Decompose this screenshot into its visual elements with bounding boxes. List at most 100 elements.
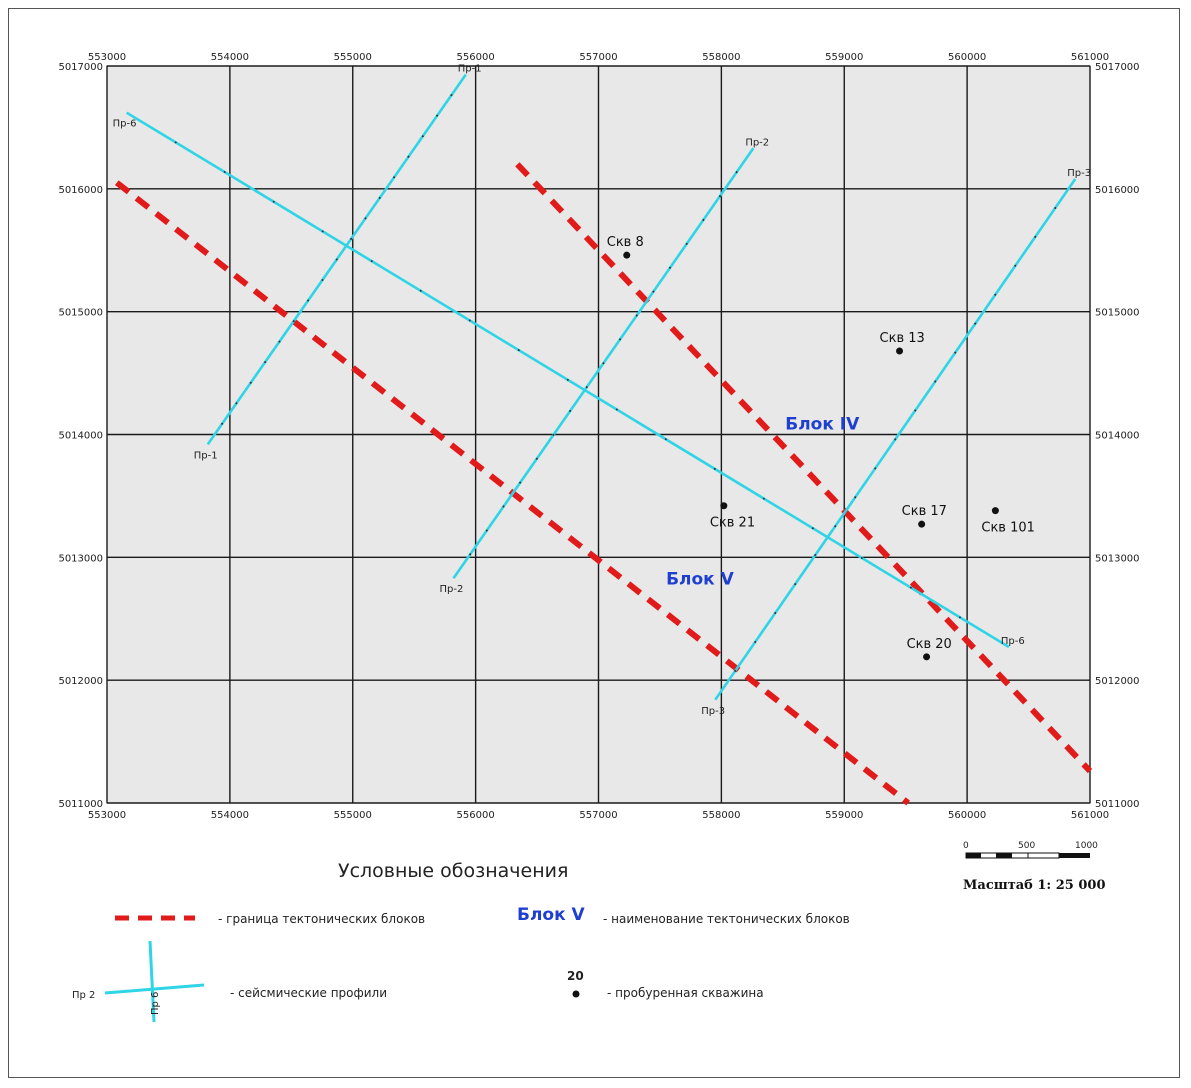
profile-picket — [468, 319, 471, 322]
y-tick-label-right: 5016000 — [1095, 185, 1140, 196]
y-tick-label-left: 5012000 — [58, 676, 103, 687]
profile-picket — [713, 467, 716, 470]
profile-picket — [909, 586, 912, 589]
x-tick-label-top: 554000 — [211, 52, 249, 63]
profile-start-label-6: Пр-6 — [113, 119, 137, 130]
profile-picket — [635, 314, 638, 317]
x-tick-label-top: 560000 — [948, 52, 986, 63]
seismic-profiles: Пр-1 Пр-1 Пр-2 Пр-2 Пр-3 Пр-3 Пр-6 Пр-6 — [113, 64, 1091, 717]
x-tick-label-bottom: 554000 — [211, 810, 249, 821]
x-tick-label-top: 558000 — [702, 52, 740, 63]
profile-picket — [702, 218, 705, 221]
profile-start-label-2: Пр-2 — [440, 584, 464, 595]
profile-end-label-3: Пр-3 — [1067, 168, 1091, 179]
well-label-13: Скв 13 — [880, 331, 925, 346]
profile-picket — [321, 230, 324, 233]
y-tick-label-left: 5014000 — [58, 431, 103, 442]
well-label-101: Скв 101 — [981, 521, 1035, 536]
profile-picket — [954, 351, 957, 354]
legend-profile-v-label: Пр 6 — [150, 992, 161, 1015]
profile-picket — [517, 349, 520, 352]
x-tick-label-bottom: 561000 — [1071, 810, 1109, 821]
x-tick-label-bottom: 558000 — [702, 810, 740, 821]
profile-picket — [814, 554, 817, 557]
profile-picket — [774, 612, 777, 615]
well-marker-20 — [923, 653, 931, 661]
profile-picket — [585, 386, 588, 389]
profile-picket — [535, 457, 538, 460]
profile-picket — [762, 497, 765, 500]
map-frame — [8, 8, 1180, 1078]
scale-title: Масштаб 1: 25 000 — [963, 878, 1106, 893]
profile-picket — [994, 293, 997, 296]
wells: Скв 8 Скв 13 Скв 21 Скв 17 Скв 101 Скв 20 — [607, 235, 1035, 661]
legend-profile-vertical — [148, 940, 156, 1023]
profile-end-label-2: Пр-2 — [745, 137, 769, 148]
profile-picket — [735, 171, 738, 174]
profile-picket — [350, 237, 353, 240]
profile-picket — [378, 196, 381, 199]
well-marker-8 — [623, 251, 631, 259]
legend: Условные обозначения - граница тектониче… — [72, 860, 850, 1023]
profile-picket — [734, 669, 737, 672]
profile-picket — [502, 505, 505, 508]
y-tick-label-right: 5011000 — [1095, 799, 1140, 810]
profile-picket — [1014, 264, 1017, 267]
boundary-northeast — [515, 162, 1093, 774]
legend-profile-h-label: Пр 2 — [72, 990, 95, 1001]
profile-picket — [602, 362, 605, 365]
well-marker-101 — [991, 507, 999, 515]
profile-picket — [235, 402, 238, 405]
profile-picket — [292, 320, 295, 323]
profile-picket — [174, 141, 177, 144]
y-tick-label-left: 5016000 — [58, 185, 103, 196]
x-tick-label-top: 553000 — [88, 52, 126, 63]
legend-boundary-text: - граница тектонических блоков — [218, 912, 425, 926]
scale-tick-1000: 1000 — [1075, 841, 1098, 851]
x-tick-label-top: 556000 — [457, 52, 495, 63]
y-tick-label-left: 5017000 — [58, 62, 103, 73]
profile-end-label-6: Пр-6 — [1001, 636, 1025, 647]
profile-picket — [615, 408, 618, 411]
well-marker-21 — [720, 502, 728, 510]
profile-picket — [335, 258, 338, 261]
x-tick-label-bottom: 559000 — [825, 810, 863, 821]
y-tick-label-left: 5011000 — [58, 799, 103, 810]
block-label-2: Блок V — [666, 569, 735, 589]
profile-picket — [419, 289, 422, 292]
scale-bar: 0 500 1000 Масштаб 1: 25 000 — [963, 841, 1106, 893]
profile-picket — [934, 380, 937, 383]
y-tick-label-left: 5015000 — [58, 308, 103, 319]
profile-picket — [669, 266, 672, 269]
profile-picket — [264, 361, 267, 364]
profile-picket — [664, 438, 667, 441]
legend-title: Условные обозначения — [338, 860, 568, 882]
well-label-20: Скв 20 — [907, 637, 952, 652]
profile-picket — [685, 242, 688, 245]
profile-picket — [854, 496, 857, 499]
x-tick-label-top: 561000 — [1071, 52, 1109, 63]
profile-start-label-3: Пр-3 — [701, 706, 725, 717]
scale-tick-500: 500 — [1018, 841, 1035, 851]
legend-well-sample-label: 20 — [567, 969, 584, 983]
profile-picket — [894, 438, 897, 441]
y-tick-label-right: 5013000 — [1095, 553, 1140, 564]
profile-picket — [321, 279, 324, 282]
profile-picket — [619, 338, 622, 341]
profile-picket — [221, 422, 224, 425]
well-marker-17 — [918, 520, 926, 528]
profile-picket — [436, 114, 439, 117]
profile-picket — [249, 381, 252, 384]
legend-profile-text: - сейсмические профили — [230, 986, 387, 1000]
well-marker-13 — [896, 347, 904, 355]
profile-picket — [1054, 206, 1057, 209]
legend-block-text: - наименование тектонических блоков — [603, 912, 850, 926]
profile-picket — [874, 467, 877, 470]
profile-picket — [914, 409, 917, 412]
profile-picket — [393, 176, 396, 179]
x-tick-label-top: 555000 — [334, 52, 372, 63]
profile-picket — [519, 481, 522, 484]
scale-tick-0: 0 — [963, 841, 969, 851]
profile-picket — [834, 525, 837, 528]
